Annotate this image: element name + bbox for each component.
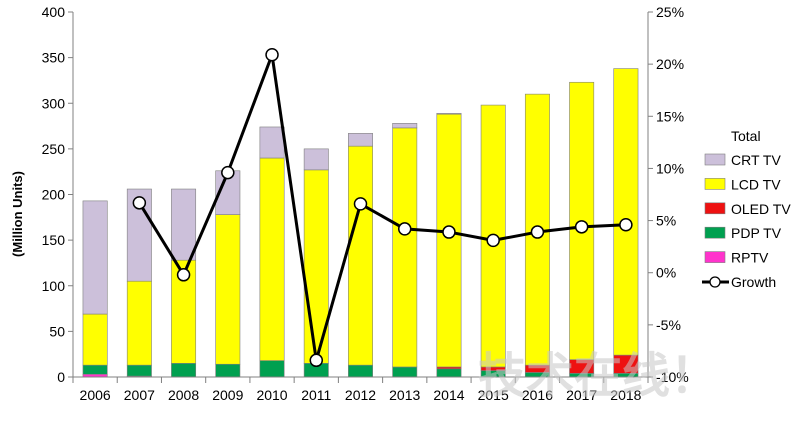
growth-point-2014 [442, 225, 456, 239]
bar-crt-tv-2014 [436, 112, 462, 115]
y-tick-label: 200 [42, 187, 66, 203]
bar-lcd-tv-2018 [613, 68, 639, 356]
legend-swatch-pdp-tv [704, 226, 726, 239]
legend-label: Growth [731, 274, 776, 290]
bar-pdp-tv-2006 [82, 364, 108, 375]
x-tick-label: 2012 [345, 387, 376, 403]
x-tick-label: 2009 [212, 387, 243, 403]
bar-crt-tv-2012 [348, 133, 373, 147]
legend-label: RPTV [731, 250, 769, 266]
x-tick-label: 2015 [478, 387, 509, 403]
x-tick-label: 2016 [522, 387, 553, 403]
x-tick-label: 2010 [256, 387, 287, 403]
bar-pdp-tv-2009 [215, 363, 241, 378]
bar-lcd-tv-2013 [392, 127, 418, 368]
y2-tick-label: 25% [656, 4, 684, 20]
y2-tick-label: 0% [656, 265, 676, 281]
y2-tick-label: 20% [656, 56, 684, 72]
x-tick-label: 2007 [124, 387, 155, 403]
x-tick-label: 2006 [80, 387, 111, 403]
bar-crt-tv-2006 [82, 200, 108, 315]
bar-pdp-tv-2008 [171, 363, 197, 378]
y-tick-label: 300 [42, 95, 66, 111]
y-tick-label: 350 [42, 50, 66, 66]
growth-point-2007 [132, 196, 147, 210]
y-tick-label: 400 [42, 4, 66, 20]
bar-lcd-tv-2006 [82, 313, 108, 366]
legend-swatch-rptv [704, 251, 726, 263]
bar-pdp-tv-2010 [259, 360, 285, 378]
bar-crt-tv-2013 [392, 123, 418, 129]
y-tick-label: 100 [42, 278, 66, 294]
legend: Total CRT TV LCD TV OLED TV PDP TV RPTV Growth [702, 128, 791, 290]
y-axis-title: (Million Units) [10, 171, 25, 257]
growth-point-2008 [176, 268, 191, 282]
legend-label: CRT TV [731, 152, 781, 168]
bar-crt-tv-2008 [171, 188, 197, 261]
legend-label: PDP TV [731, 225, 782, 241]
legend-label: LCD TV [731, 176, 781, 192]
legend-swatch-crt-tv [704, 153, 726, 166]
growth-point-2015 [486, 233, 500, 248]
growth-point-2013 [397, 222, 412, 236]
bar-lcd-tv-2010 [259, 157, 285, 361]
axes-layer: 0 50 100 150 200 250 300 350 400 -10% -5% 0% 5% 10% 15… [42, 4, 689, 403]
bar-pdp-tv-2013 [392, 366, 418, 378]
growth-point-2012 [353, 197, 368, 211]
bar-lcd-tv-2011 [303, 169, 329, 364]
bar-crt-tv-2010 [259, 126, 285, 159]
y2-tick-label: 5% [656, 213, 676, 229]
x-tick-label: 2011 [301, 387, 331, 403]
x-tick-label: 2008 [168, 387, 199, 403]
y2-tick-label: 10% [656, 160, 684, 176]
bars-layer [82, 68, 639, 378]
y-tick-label: 250 [42, 141, 66, 157]
legend-title: Total [731, 128, 761, 144]
legend-swatch-lcd-tv [704, 178, 726, 190]
bar-crt-tv-2011 [303, 148, 329, 171]
growth-point-2009 [221, 165, 235, 180]
x-tick-label: 2017 [566, 387, 597, 403]
x-tick-label: 2014 [433, 387, 464, 403]
growth-point-2018 [619, 217, 633, 232]
y-tick-label: 0 [57, 369, 65, 385]
bar-pdp-tv-2012 [348, 364, 373, 378]
bar-pdp-tv-2014 [436, 368, 462, 378]
bar-lcd-tv-2009 [215, 214, 241, 365]
growth-line-layer [132, 48, 633, 368]
x-tick-label: 2013 [389, 387, 420, 403]
bar-lcd-tv-2007 [126, 280, 152, 366]
y-tick-label: 50 [49, 323, 65, 339]
growth-point-2010 [265, 48, 279, 62]
growth-point-2016 [530, 225, 545, 239]
legend-swatch-oled-tv [704, 202, 726, 215]
bar-lcd-tv-2012 [348, 145, 373, 366]
y2-tick-label: -5% [656, 317, 681, 333]
bar-lcd-tv-2014 [436, 113, 462, 368]
watermark: 技术在线！ [478, 350, 718, 403]
y-tick-label: 150 [42, 232, 66, 248]
growth-point-2017 [574, 220, 589, 234]
legend-swatch-growth-marker [709, 276, 721, 288]
growth-point-2011 [309, 353, 324, 368]
x-tick-label: 2018 [610, 387, 641, 403]
legend-label: OLED TV [731, 201, 791, 217]
growth-line [138, 53, 626, 362]
y2-tick-label: 15% [656, 108, 684, 124]
y2-tick-label: -10% [656, 369, 689, 385]
bar-pdp-tv-2007 [126, 364, 152, 377]
